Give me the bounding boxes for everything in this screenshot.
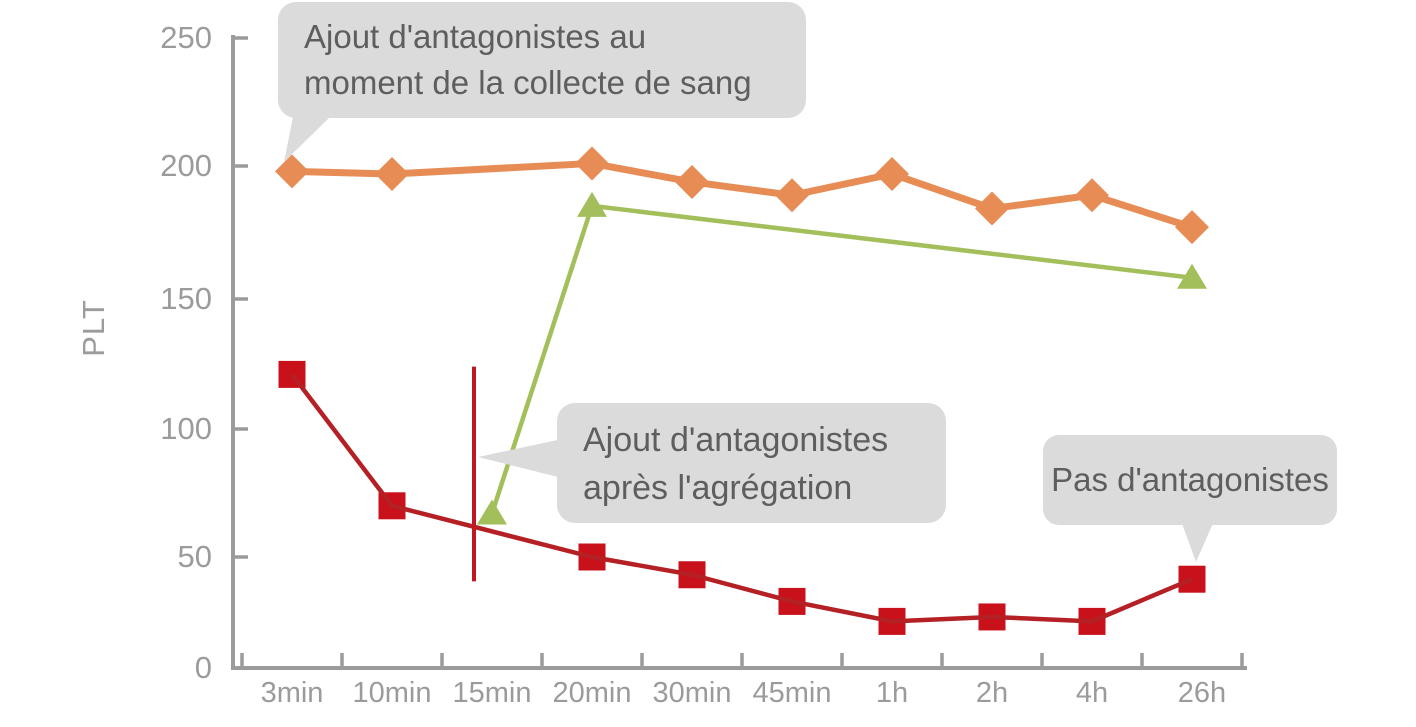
marker-triangle-up-20min xyxy=(577,191,607,217)
y-tick-label-250: 250 xyxy=(160,20,212,55)
series-line-0 xyxy=(291,159,1194,231)
marker-diamond-10min xyxy=(375,156,409,191)
axis-lines xyxy=(231,35,1247,670)
callout-text-line: Ajout d'antagonistes xyxy=(583,421,889,459)
x-tick-label-45min: 45min xyxy=(752,677,832,709)
y-tick-label-200: 200 xyxy=(160,148,212,183)
series-line-2 xyxy=(290,373,1193,624)
x-tick-label-15min: 15min xyxy=(452,677,532,709)
marker-triangle-up-15min xyxy=(477,499,507,525)
x-tick-label-20min: 20min xyxy=(552,677,632,709)
x-tick-label-1h: 1h xyxy=(875,677,909,709)
x-tick-label-2h: 2h xyxy=(975,677,1009,709)
y-tick-label-50: 50 xyxy=(177,539,212,574)
y-tick-label-0: 0 xyxy=(194,650,212,685)
marker-diamond-4h xyxy=(1075,178,1109,213)
y-tick-label-100: 100 xyxy=(160,411,212,446)
marker-diamond-26h xyxy=(1175,210,1209,245)
callout-antagonists-at-collection: Ajout d'antagonistes au moment de la col… xyxy=(278,2,806,118)
x-tick-label-30min: 30min xyxy=(652,677,732,709)
y-tick-label-150: 150 xyxy=(160,281,212,316)
marker-diamond-20min xyxy=(575,146,609,181)
marker-diamond-45min xyxy=(775,178,809,213)
callout-text-line: après l'agrégation xyxy=(583,469,853,507)
x-tick-label-26h: 26h xyxy=(1177,677,1227,709)
callout-text-line: Ajout d'antagonistes au xyxy=(304,18,647,55)
callout-text-line: Pas d'antagonistes xyxy=(1051,461,1329,498)
marker-diamond-2h xyxy=(975,191,1009,226)
callout-text-line: moment de la collecte de sang xyxy=(304,64,752,101)
marker-diamond-30min xyxy=(675,164,709,199)
x-tick-label-3min: 3min xyxy=(260,677,324,709)
marker-diamond-1h xyxy=(875,156,909,191)
marker-triangle-up-26h xyxy=(1177,263,1207,289)
x-tick-label-10min: 10min xyxy=(352,677,432,709)
x-tick-label-4h: 4h xyxy=(1075,677,1109,709)
y-axis-title: PLT xyxy=(76,299,111,357)
callout-no-antagonists: Pas d'antagonistes xyxy=(1043,435,1337,525)
callout-antagonists-after-aggregation: Ajout d'antagonistes après l'agrégation xyxy=(557,403,946,523)
marker-diamond-3min xyxy=(275,154,309,189)
